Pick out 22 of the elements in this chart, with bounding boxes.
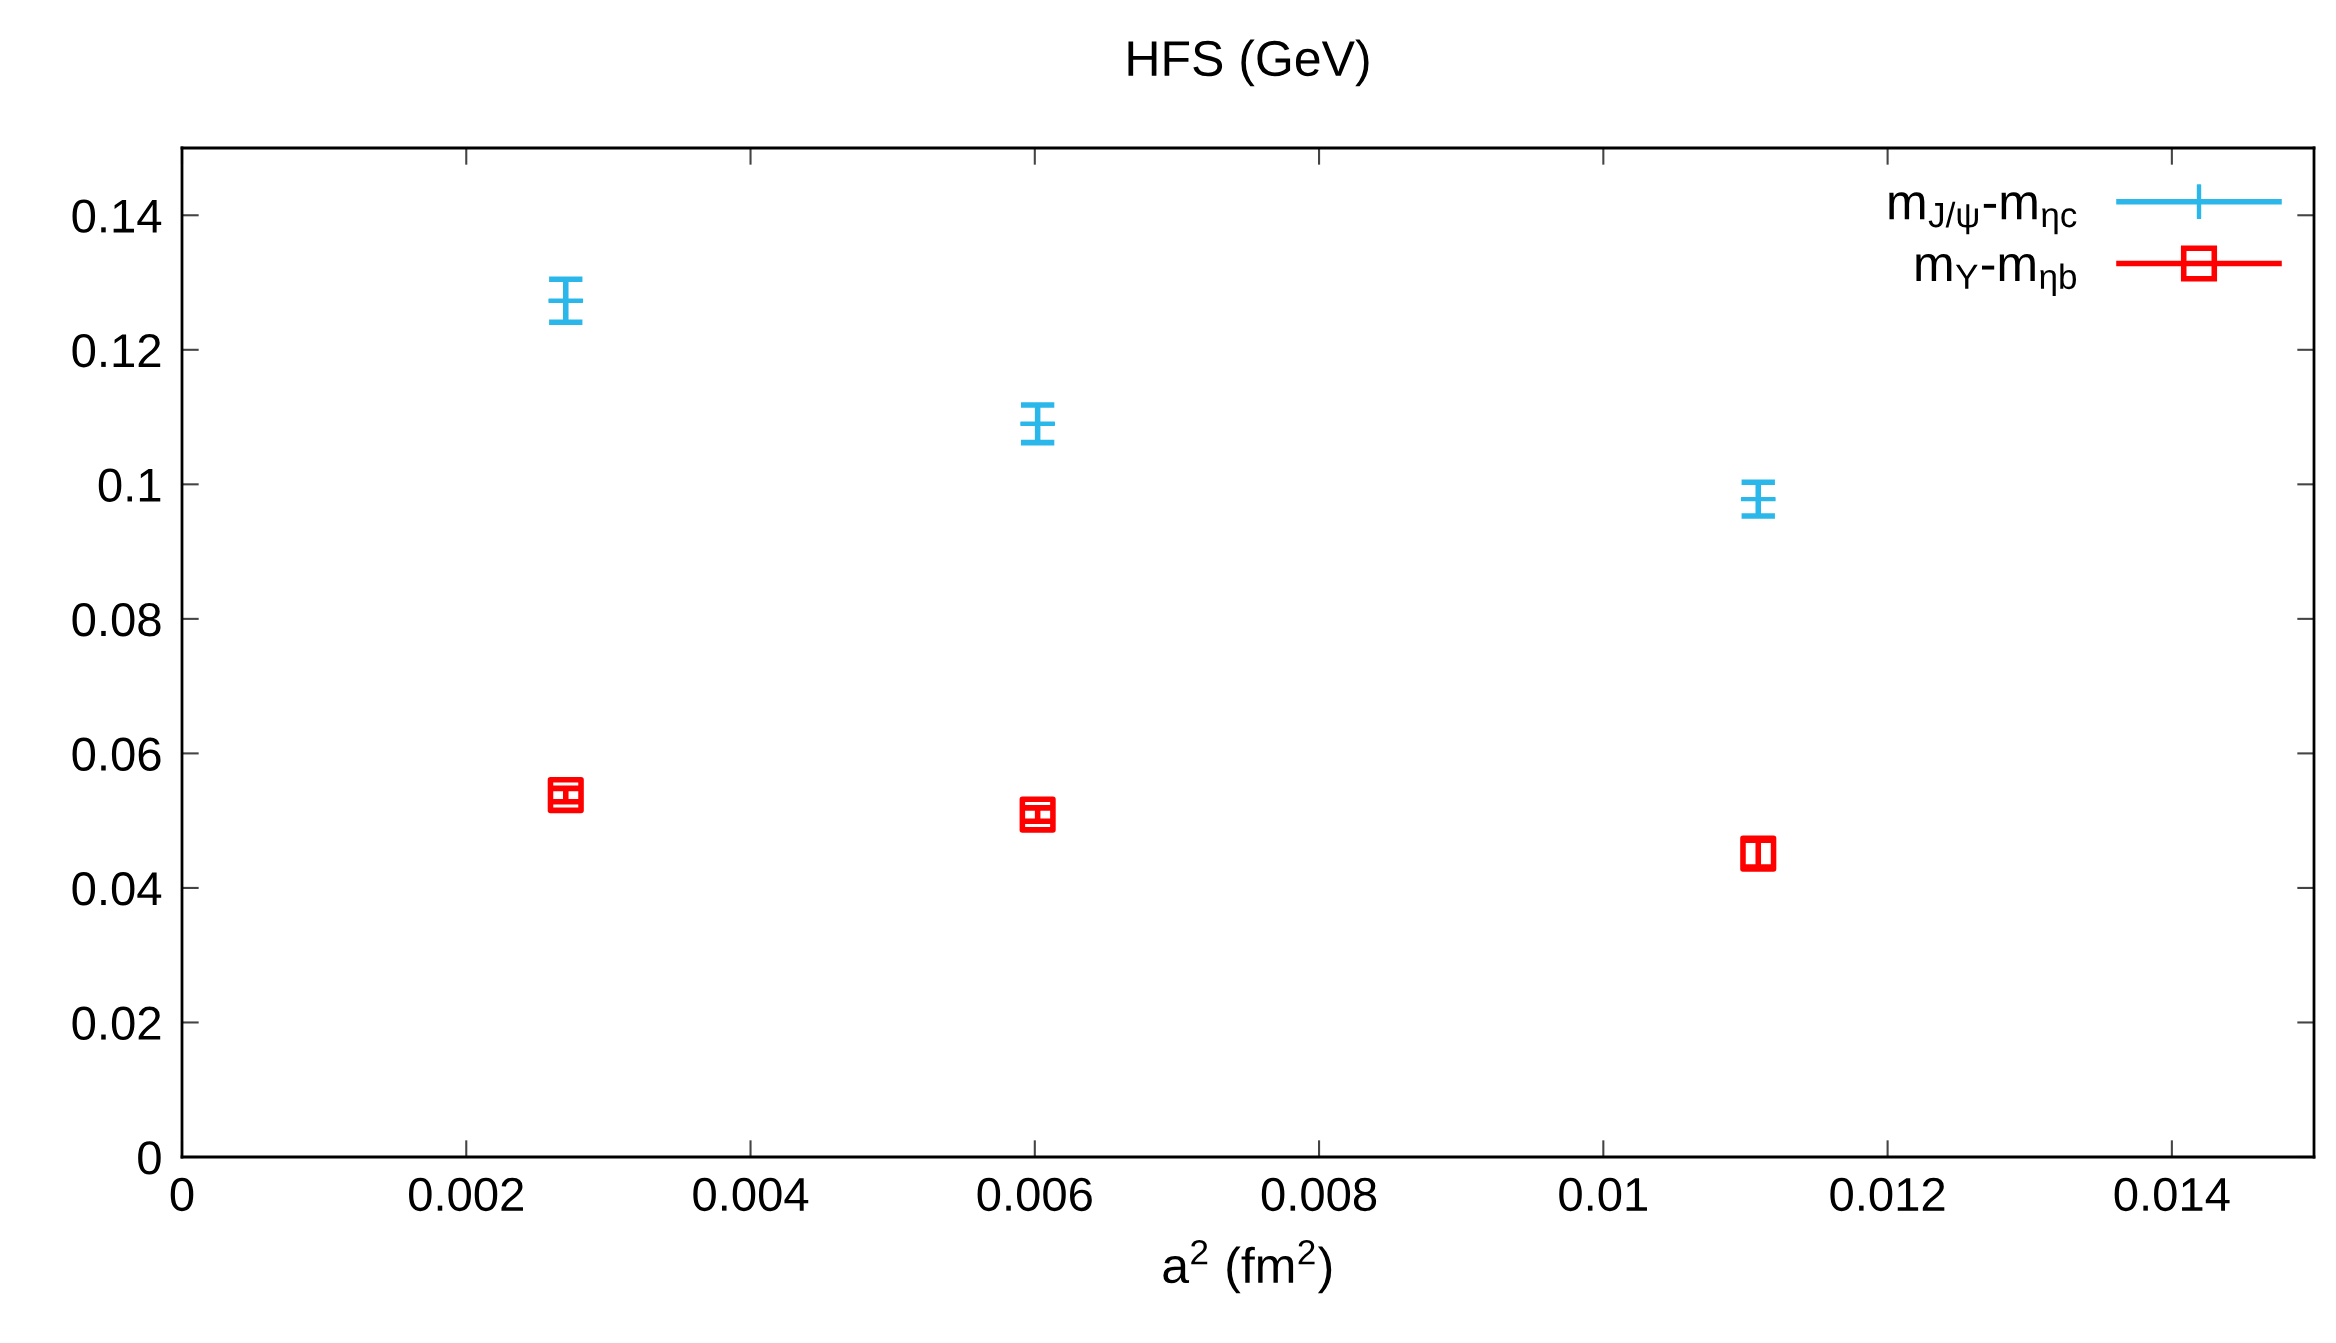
x-tick-label: 0.002 [409, 1177, 523, 1212]
y-tick-label: 0.1 [98, 468, 161, 502]
point [547, 777, 584, 814]
y-tick-label: 0.12 [72, 333, 161, 368]
x-tick-label: 0.008 [1261, 1177, 1377, 1212]
y-tick-label: 0.04 [72, 872, 162, 906]
y-tick-label: 0.06 [72, 737, 161, 771]
point [1019, 796, 1056, 833]
x-tick-label: 0.006 [977, 1177, 1092, 1212]
y-tick-label: 0 [138, 1141, 161, 1175]
x-axis-title: a$^{2}$ (fm$^{2}$) [1163, 1239, 1332, 1294]
chart-title: HFS (GeV) [1128, 39, 1369, 87]
x-tick-label: 0.004 [693, 1177, 809, 1212]
legend-label: m$_{Υ}$-m$_{ηb}$ [1916, 253, 2076, 297]
y-tick-label: 0.08 [72, 603, 161, 637]
x-tick-label: 0.01 [1559, 1177, 1647, 1212]
x-tick-label: 0.012 [1830, 1177, 1945, 1212]
y-tick-label: 0.02 [72, 1006, 161, 1041]
x-tick-label: 0.014 [2114, 1177, 2230, 1212]
x-tick-label: 0 [170, 1177, 194, 1212]
legend-label: m$_{J/ψ}$-m$_{ηc}$ [1889, 192, 2077, 235]
y-tick-label: 0.14 [72, 199, 162, 233]
